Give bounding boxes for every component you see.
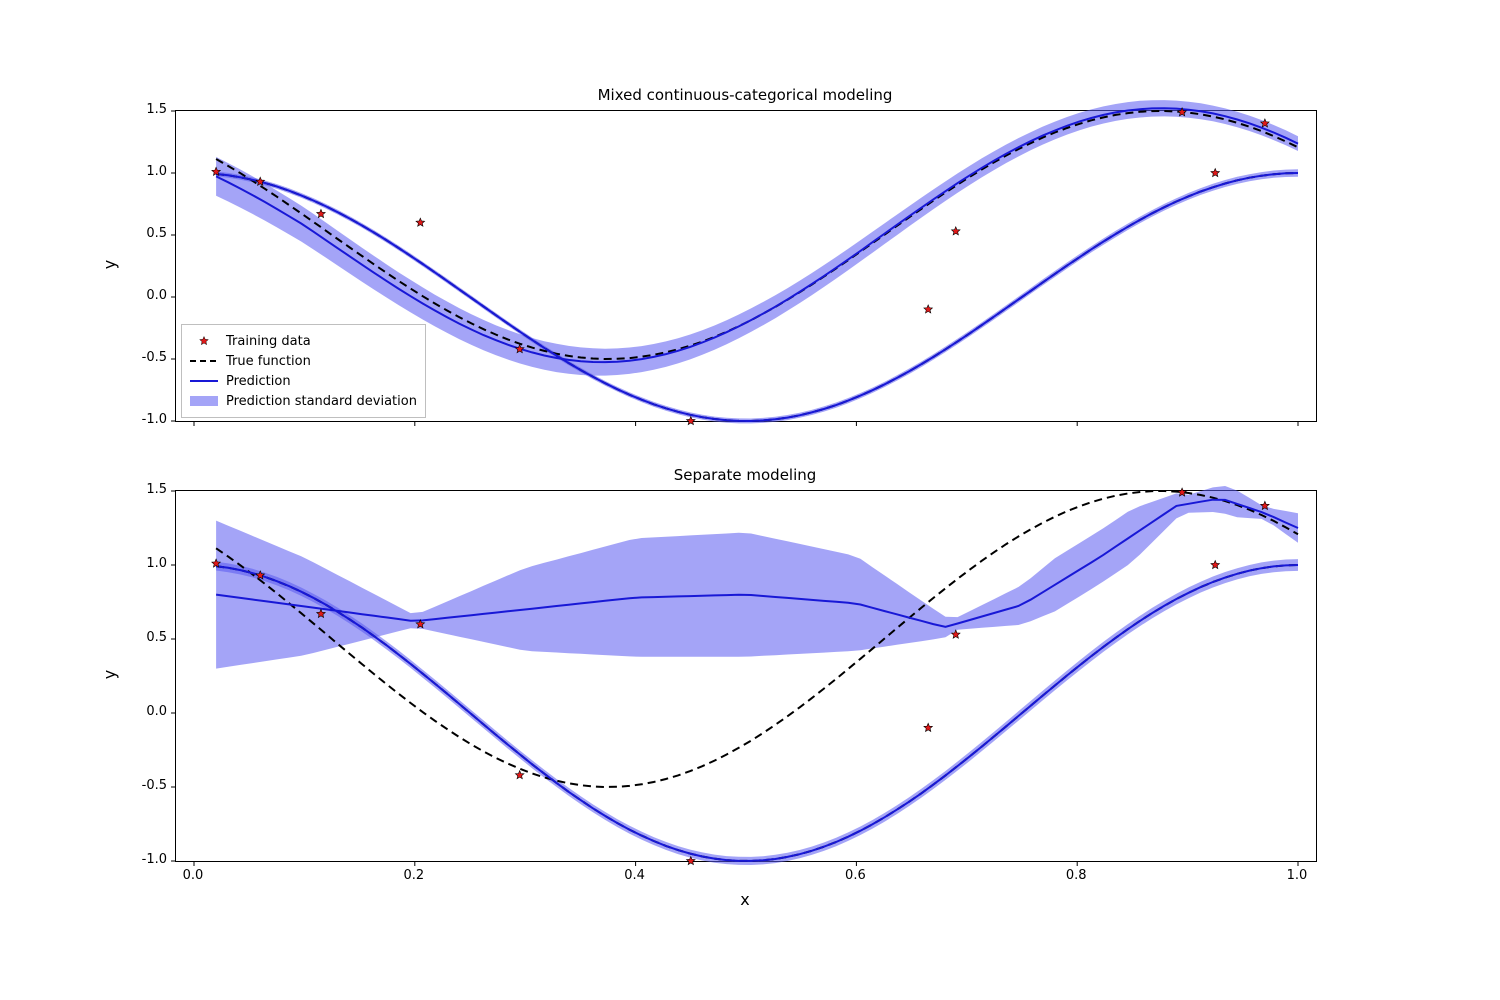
y-tick-label: 1.0 [117,164,167,179]
legend-label: True function [226,354,311,369]
y-tick-label: 0.0 [117,288,167,303]
true-swatch [190,354,218,368]
training-point [317,209,326,217]
y-tick-label: -1.0 [117,852,167,867]
x-tick-label: 0.6 [835,868,875,883]
band-swatch [190,394,218,408]
x-tick-label: 0.4 [615,868,655,883]
y-axis-label-bottom: y [100,670,119,679]
training-point [416,218,425,226]
x-tick-label: 0.2 [394,868,434,883]
training-point [924,305,933,313]
pred-swatch [190,374,218,388]
legend-item: Prediction [190,371,417,391]
training-point [924,723,933,731]
y-tick-label: 0.5 [117,630,167,645]
y-tick-label: 0.5 [117,226,167,241]
legend-item: Prediction standard deviation [190,391,417,411]
training-point [951,227,960,235]
y-tick-label: 1.5 [117,482,167,497]
x-tick-label: 0.8 [1056,868,1096,883]
y-tick-label: -1.0 [117,412,167,427]
y-tick-label: -0.5 [117,350,167,365]
legend-item: Training data [190,331,417,351]
legend: Training data True function Prediction Pred… [181,324,426,418]
training-point [1211,561,1220,569]
y-tick-label: -0.5 [117,778,167,793]
legend-label: Training data [226,334,311,349]
y-tick-label: 0.0 [117,704,167,719]
plot-panel-bottom [175,490,1317,862]
y-tick-label: 1.5 [117,102,167,117]
x-tick-label: 0.0 [173,868,213,883]
legend-label: Prediction [226,374,291,389]
training-swatch [190,334,218,348]
panel-title-bottom: Separate modeling [175,466,1315,484]
x-axis-label: x [175,890,1315,909]
y-tick-label: 1.0 [117,556,167,571]
figure: Mixed continuous-categorical modeling y -1… [0,0,1500,1000]
legend-label: Prediction standard deviation [226,394,417,409]
training-point [1211,169,1220,177]
x-tick-label: 1.0 [1277,868,1317,883]
legend-item: True function [190,351,417,371]
training-point [515,771,524,779]
y-axis-label-top: y [100,260,119,269]
panel-title-top: Mixed continuous-categorical modeling [175,86,1315,104]
